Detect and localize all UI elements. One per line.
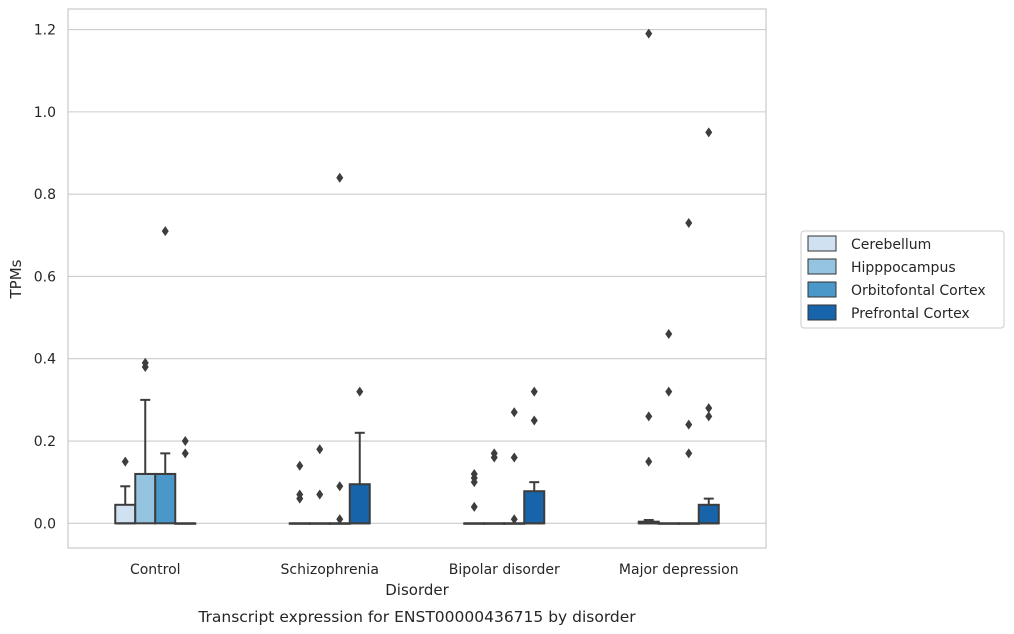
- x-axis-ticks: Control Schizophrenia Bipolar disorder Majo…: [130, 562, 739, 578]
- box-orbitofontal-cortex: [677, 217, 700, 525]
- x-tick-label: Schizophrenia: [281, 562, 379, 578]
- grid-lines: [68, 29, 766, 524]
- box-prefrontal-cortex: [523, 386, 546, 525]
- box-body: [348, 483, 371, 525]
- y-tick-label: 0.8: [34, 187, 56, 203]
- box-orbitofontal-cortex: [503, 407, 526, 525]
- box-orbitofontal-cortex: [154, 226, 177, 525]
- box-cerebellum: [463, 468, 486, 525]
- outlier-point: [356, 386, 364, 397]
- outlier-point: [510, 407, 518, 418]
- chart-caption: Transcript expression for ENST0000043671…: [197, 608, 636, 626]
- outlier-point: [665, 386, 673, 397]
- outlier-point: [665, 329, 673, 340]
- legend: Cerebellum Hipppocampus Orbitofontal Corte…: [800, 230, 1005, 329]
- outlier-point: [705, 127, 713, 138]
- box-body: [114, 503, 137, 525]
- y-tick-label: 1.0: [34, 105, 56, 121]
- box-orbitofontal-cortex: [328, 172, 351, 525]
- box-hipppocampus: [134, 357, 157, 525]
- outlier-point: [336, 514, 344, 525]
- outlier-point: [121, 456, 129, 467]
- box-body: [523, 490, 546, 525]
- outlier-point: [510, 452, 518, 463]
- outlier-point: [530, 386, 538, 397]
- box-hipppocampus: [483, 448, 506, 525]
- outlier-point: [510, 514, 518, 525]
- box-cerebellum: [288, 460, 311, 525]
- outlier-point: [181, 448, 189, 459]
- box-prefrontal-cortex: [348, 386, 371, 525]
- legend-frame: [800, 230, 1005, 329]
- plot-frame: [67, 8, 767, 549]
- y-tick-label: 0.2: [34, 434, 56, 450]
- outlier-point: [685, 217, 693, 228]
- outlier-point: [470, 501, 478, 512]
- y-tick-label: 0.4: [34, 352, 56, 368]
- outlier-point: [490, 452, 498, 463]
- y-axis-ticks: 0.0 0.2 0.4 0.6 0.8 1.0 1.2: [34, 23, 56, 533]
- legend-swatch: [807, 235, 837, 252]
- box-plot-series: [114, 28, 720, 525]
- outlier-point: [161, 226, 169, 237]
- legend-label: Prefrontal Cortex: [851, 306, 970, 322]
- y-tick-label: 0.0: [34, 516, 56, 532]
- box-cerebellum: [637, 28, 660, 525]
- legend-label: Cerebellum: [851, 237, 931, 253]
- box-prefrontal-cortex: [174, 436, 197, 525]
- outlier-point: [645, 28, 653, 39]
- y-axis-title: TPMs: [7, 259, 25, 299]
- outlier-point: [181, 436, 189, 447]
- x-tick-label: Major depression: [619, 562, 739, 578]
- box-body: [134, 472, 157, 525]
- box-prefrontal-cortex: [697, 127, 720, 525]
- legend-swatch: [807, 258, 837, 275]
- y-tick-label: 1.2: [34, 23, 56, 39]
- outlier-point: [296, 493, 304, 504]
- legend-label: Hipppocampus: [851, 260, 956, 276]
- x-axis-title: Disorder: [385, 581, 449, 599]
- outlier-point: [296, 460, 304, 471]
- box-hipppocampus: [308, 444, 331, 525]
- outlier-point: [141, 361, 149, 372]
- outlier-point: [316, 444, 324, 455]
- legend-swatch: [807, 304, 837, 321]
- outlier-point: [705, 411, 713, 422]
- outlier-point: [336, 481, 344, 492]
- outlier-point: [316, 489, 324, 500]
- outlier-point: [645, 411, 653, 422]
- x-tick-label: Control: [130, 562, 181, 578]
- outlier-point: [645, 456, 653, 467]
- outlier-point: [685, 419, 693, 430]
- box-body: [697, 503, 720, 525]
- outlier-point: [530, 415, 538, 426]
- box-hipppocampus: [657, 329, 680, 525]
- box-body: [154, 472, 177, 525]
- outlier-point: [705, 403, 713, 414]
- outlier-point: [470, 477, 478, 488]
- outlier-point: [685, 448, 693, 459]
- legend-label: Orbitofontal Cortex: [851, 283, 986, 299]
- outlier-point: [336, 172, 344, 183]
- y-tick-label: 0.6: [34, 269, 56, 285]
- x-tick-label: Bipolar disorder: [449, 562, 560, 578]
- legend-swatch: [807, 281, 837, 298]
- box-cerebellum: [114, 456, 137, 525]
